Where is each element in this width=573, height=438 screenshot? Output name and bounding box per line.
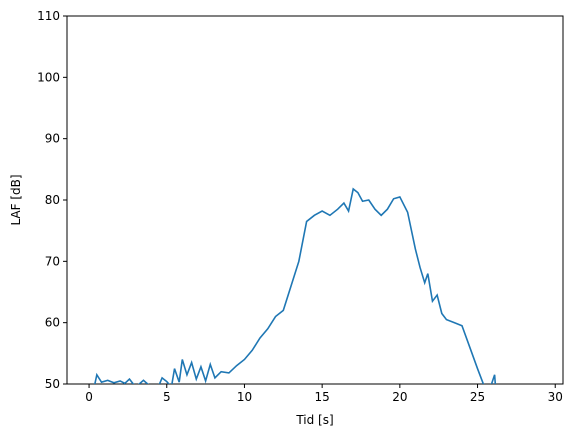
y-tick-label: 60 [45, 316, 60, 330]
y-axis-label: LAF [dB] [9, 174, 23, 225]
x-tick-label: 25 [470, 390, 485, 404]
y-tick-label: 50 [45, 377, 60, 391]
x-tick-label: 15 [315, 390, 330, 404]
x-tick-label: 20 [392, 390, 407, 404]
x-tick-label: 30 [548, 390, 563, 404]
x-tick-label: 0 [85, 390, 93, 404]
y-tick-label: 80 [45, 193, 60, 207]
plot-frame [66, 15, 564, 385]
y-tick-label: 110 [37, 9, 60, 23]
x-tick-label: 10 [237, 390, 252, 404]
y-tick-label: 100 [37, 70, 60, 84]
line-series [94, 187, 497, 384]
y-tick-label: 70 [45, 254, 60, 268]
x-tick-label: 5 [163, 390, 171, 404]
x-axis-label: Tid [s] [295, 413, 333, 427]
y-tick-label: 90 [45, 132, 60, 146]
